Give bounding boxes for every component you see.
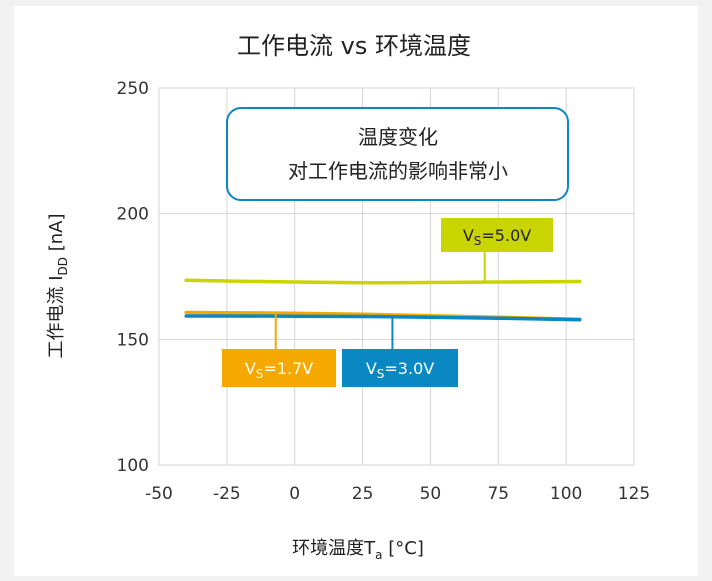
- chart-frame: -50 -25 0 25 50 75 100 125 100 150 200 250 工作电流 vs …: [14, 6, 698, 576]
- series-label-1-7v-sub: S: [256, 367, 264, 381]
- series-label-3v-sub: S: [377, 367, 385, 381]
- x-tick-label: 0: [289, 484, 300, 504]
- annotation-line-2: 对工作电流的影响非常小: [288, 159, 508, 183]
- svg-text:VS=5.0V: VS=5.0V: [463, 226, 531, 248]
- x-axis-label-unit: [°C]: [383, 538, 424, 559]
- x-tick-label: 25: [352, 484, 374, 504]
- label-leaders: [274, 252, 486, 349]
- x-axis-label: 环境温度Ta [°C]: [292, 538, 424, 562]
- y-tick-label: 250: [117, 79, 149, 99]
- series-label-3v-v: V: [366, 359, 377, 378]
- series-label-5v-sub: S: [474, 234, 482, 248]
- y-tick-label: 100: [117, 456, 149, 476]
- annotation-line-1: 温度变化: [358, 125, 438, 149]
- x-tick-label: 75: [487, 484, 509, 504]
- tick-labels: -50 -25 0 25 50 75 100 125 100 150 200 250: [117, 79, 651, 504]
- series-line-5v: [184, 278, 582, 285]
- x-tick-label: 125: [618, 484, 650, 504]
- series-label-5v-value: =5.0V: [481, 226, 531, 245]
- annotation-box: 温度变化 对工作电流的影响非常小: [226, 107, 569, 201]
- series-label-5v-v: V: [463, 226, 474, 245]
- x-axis-label-sub: a: [375, 548, 382, 562]
- y-axis-label: 工作电流 IDD [nA]: [46, 213, 70, 358]
- y-axis-label-unit: [nA]: [46, 213, 67, 257]
- series-label-3v-value: =3.0V: [384, 359, 434, 378]
- series-line-3v: [184, 314, 582, 322]
- y-tick-label: 200: [117, 205, 149, 225]
- x-tick-label: 100: [550, 484, 582, 504]
- x-axis-label-main: 环境温度T: [292, 538, 376, 559]
- series-label-1-7v: VS=1.7V: [222, 349, 336, 387]
- x-tick-label: -50: [145, 484, 173, 504]
- svg-text:VS=3.0V: VS=3.0V: [366, 359, 434, 381]
- y-axis-label-main: 工作电流 I: [46, 275, 67, 358]
- y-axis-label-sub: DD: [56, 257, 70, 275]
- x-tick-label: 50: [420, 484, 442, 504]
- y-tick-label: 150: [117, 330, 149, 350]
- series-label-3v: VS=3.0V: [342, 349, 458, 387]
- x-tick-label: -25: [213, 484, 241, 504]
- series-lines: [184, 278, 582, 322]
- series-label-1-7v-v: V: [245, 359, 256, 378]
- series-label-1-7v-value: =1.7V: [263, 359, 313, 378]
- chart-svg: -50 -25 0 25 50 75 100 125 100 150 200 250 工作电流 vs …: [46, 32, 651, 562]
- series-label-5v: VS=5.0V: [441, 218, 553, 252]
- svg-text:VS=1.7V: VS=1.7V: [245, 359, 313, 381]
- chart-title: 工作电流 vs 环境温度: [237, 32, 471, 60]
